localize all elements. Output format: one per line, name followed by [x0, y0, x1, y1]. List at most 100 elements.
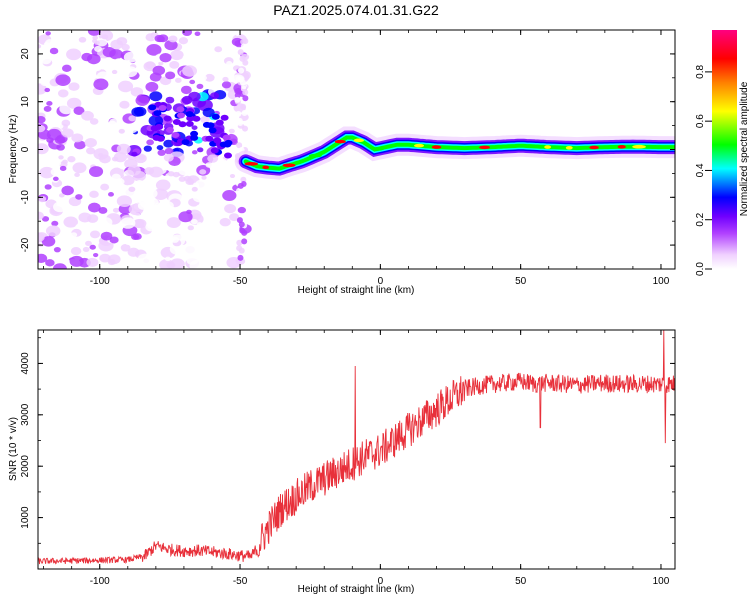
spectrogram-cell: [209, 262, 216, 267]
spectrogram-cell: [74, 140, 86, 150]
spectrogram-cell: [71, 237, 83, 247]
spectrogram-cell: [242, 38, 249, 45]
spectrogram-cell: [152, 65, 166, 76]
x-tick-label: 50: [515, 576, 527, 587]
spectrogram-cell: [78, 212, 92, 223]
spectrogram-cell: [85, 240, 92, 246]
spectrogram-cell: [121, 175, 135, 186]
spectrogram-cell: [183, 242, 198, 254]
spectrogram-cell: [109, 236, 119, 244]
spectrogram-cell: [157, 34, 169, 43]
spectrogram-cell: [166, 178, 182, 191]
spectrogram-cell: [215, 119, 224, 126]
spectrogram-cell: [190, 134, 199, 141]
spectrogram-hotspot: [497, 144, 511, 149]
spectrogram-cell: [219, 141, 228, 148]
spectrogram-cell: [158, 61, 164, 66]
y-tick-label: 2000: [20, 455, 31, 478]
spectrogram-cell: [132, 219, 145, 229]
spectrogram-y-axis-label: Frequency (Hz): [8, 115, 19, 184]
spectrogram-cell: [38, 195, 47, 203]
spectrogram-hotspot: [244, 162, 259, 166]
spectrogram-cell: [116, 143, 131, 155]
spectrogram-cell: [169, 243, 184, 255]
spectrogram-cell: [171, 131, 180, 138]
y-tick-label: 1000: [20, 506, 31, 529]
spectrogram-cell: [82, 246, 90, 252]
snr-x-axis-label: Height of straight line (km): [298, 584, 415, 595]
spectrogram-cell: [148, 104, 157, 111]
spectrogram-cell: [166, 217, 181, 229]
spectrogram-cell: [190, 219, 198, 225]
spectrogram-hotspot: [308, 153, 322, 158]
spectrogram-cell: [137, 188, 144, 194]
spectrogram-cell: [183, 185, 189, 191]
spectrogram-cell: [178, 121, 187, 128]
spectrogram-cell: [111, 69, 118, 75]
spectrogram-cell: [238, 247, 245, 254]
spectrogram-cell: [38, 83, 47, 95]
spectrogram-cell: [63, 242, 70, 247]
snr-x-ticks: -100 -50 0 50 100: [43, 330, 670, 587]
spectrogram-cell: [205, 135, 214, 142]
spectrogram-cell: [86, 53, 101, 65]
spectrogram-cell: [45, 259, 55, 267]
spectrogram-cell: [191, 125, 198, 130]
spectrogram-cell: [194, 31, 201, 36]
spectrogram-cell: [161, 201, 174, 211]
spectrogram-cell: [207, 154, 219, 163]
spectrogram-cell: [182, 54, 194, 63]
snr-series-line: [38, 330, 675, 565]
spectrogram-cell: [237, 49, 244, 56]
spectrogram-cell: [188, 91, 201, 102]
x-tick-label: -50: [233, 276, 248, 287]
spectrogram-hotspot: [526, 144, 536, 148]
spectrogram-hotspot: [393, 142, 406, 147]
spectrogram-hotspot: [431, 145, 442, 149]
spectrogram-cell: [165, 96, 175, 104]
y-tick-label: 0: [20, 146, 31, 152]
spectrogram-cell: [240, 43, 247, 50]
spectrogram-cell: [190, 130, 199, 137]
spectrogram-cell: [120, 217, 136, 229]
spectrogram-cell: [155, 179, 171, 191]
spectrogram-cell: [156, 135, 165, 142]
spectrogram-hotspot: [632, 144, 646, 149]
spectrogram-cell: [241, 110, 248, 117]
spectrogram-cell: [138, 155, 145, 160]
spectrogram-cell: [109, 49, 123, 60]
spectrogram-cell: [66, 48, 82, 61]
spectrogram-cell: [241, 238, 248, 245]
spectrogram-cell: [53, 253, 60, 258]
spectrogram-y-ticks: -20 -10 0 10 20: [20, 29, 675, 270]
spectrogram-cell: [187, 225, 194, 231]
spectrogram-cell: [181, 30, 193, 37]
spectrogram-cell: [53, 160, 62, 167]
spectrogram-cell: [110, 39, 124, 50]
spectrogram-cell: [120, 244, 131, 252]
spectrogram-cell: [146, 139, 154, 146]
spectrogram-cell: [205, 226, 217, 235]
spectrogram-cell: [118, 80, 134, 93]
spectrogram-cell: [128, 115, 137, 122]
spectrogram-x-ticks: -100 -50 0 50 100: [43, 30, 670, 287]
spectrogram-cell: [149, 91, 163, 102]
spectrogram-cell: [144, 188, 158, 199]
spectrogram-cell: [145, 61, 156, 69]
spectrogram-cell: [52, 176, 59, 182]
spectrogram-cell: [199, 30, 215, 39]
spectrogram-cell: [156, 145, 164, 151]
spectrogram-cell: [63, 216, 78, 228]
spectrogram-cell: [191, 150, 198, 155]
spectrogram-cell: [189, 79, 196, 85]
spectrogram-cell: [69, 255, 84, 267]
spectrogram-cell: [149, 215, 164, 226]
spectrogram-cell: [217, 189, 224, 194]
spectrogram-cell: [38, 124, 46, 133]
colorbar: 0.0 0.2 0.4 0.6 0.8 Normalized spectral ampl…: [695, 30, 750, 276]
spectrogram-cell: [108, 120, 117, 127]
spectrogram-cell: [210, 147, 219, 154]
spectrogram-cell: [193, 53, 199, 58]
